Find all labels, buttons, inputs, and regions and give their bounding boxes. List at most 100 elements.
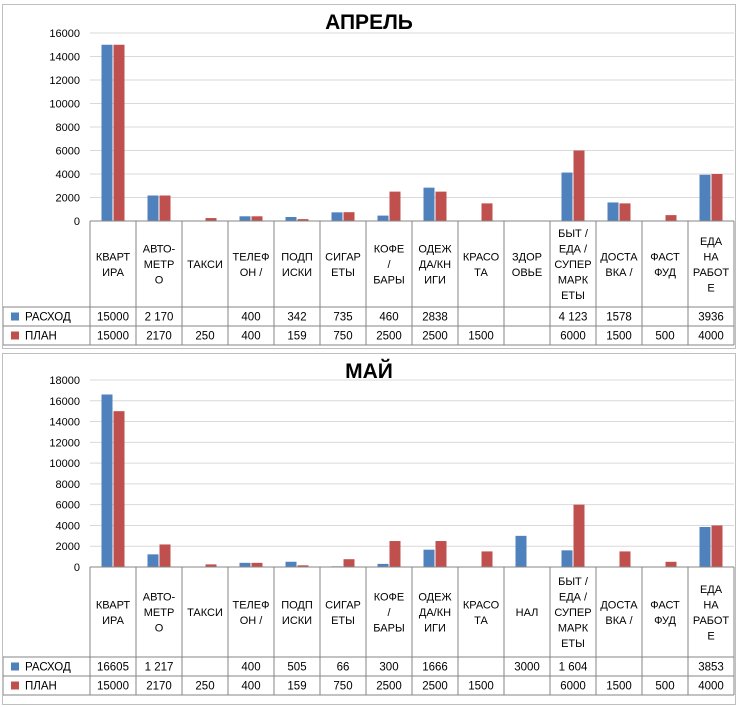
bar-expense [147,554,159,567]
legend-label-expense: РАСХОД [25,662,71,674]
table-value-plan: 2500 [376,681,402,693]
category-label: ДОСТА ВКА / [600,251,638,279]
chart-april-svg: АПРЕЛЬ 0 2000 4000 6000 8000 10000 12000 14000 16… [3,11,735,346]
category-label: ТАКСИ [187,607,223,619]
bar-expense [423,187,435,221]
chart-title: МАЙ [345,359,393,383]
bar-expense [607,202,619,221]
y-tick-label: 0 [74,216,80,228]
y-tick-label: 14000 [49,417,80,429]
y-tick-label: 4000 [56,520,80,532]
table-value-expense: 2838 [422,312,448,324]
table-value-expense: 735 [333,312,352,324]
table-value-plan: 2500 [376,331,402,343]
bar-expense [285,216,297,221]
table-value-plan: 500 [655,681,674,693]
table-value-expense: 342 [287,312,306,324]
category-label: ЗДОР ОВЬЕ [512,251,542,279]
category-label: ТАКСИ [187,259,223,271]
category-label: ФАСТ ФУД [650,251,680,279]
category-label: КВАРТ ИРА [96,599,131,627]
bar-plan [481,551,493,567]
y-tick-label: 8000 [56,122,80,134]
table-value-expense: 66 [337,662,350,674]
legend-label-plan: ПЛАН [25,681,57,693]
bar-plan [113,44,125,221]
chart-may-svg: МАЙ 0 2000 4000 6000 8000 10000 12000 14000 16000… [3,359,735,696]
table-value-plan: 159 [287,331,306,343]
category-label: ТЕЛЕФ ОН / [233,251,270,279]
bar-plan [389,191,401,221]
table-value-expense: 3000 [514,662,540,674]
bar-expense [147,195,159,221]
category-label: ПОДП ИСКИ [281,599,313,627]
bar-expense [285,561,297,567]
category-label: КВАРТ ИРА [96,251,131,279]
table-value-plan: 4000 [698,681,724,693]
table-value-expense: 2 170 [145,312,174,324]
category-label: ЕДА НА РАБОТ Е [693,584,730,643]
table-value-expense: 1578 [606,312,632,324]
category-label: КРАСО ТА [463,599,500,627]
y-tick-label: 2000 [56,541,80,553]
bar-plan [297,565,309,567]
table-value-expense: 16605 [97,662,129,674]
bar-plan [113,411,125,567]
bar-plan [435,541,447,567]
table-value-expense: 400 [241,312,260,324]
bar-expense [515,535,527,567]
bar-plan [573,150,585,221]
table-value-expense: 505 [287,662,306,674]
bar-expense [239,562,251,567]
bar-plan [343,559,355,567]
category-label: ДОСТА ВКА / [600,599,638,627]
bar-plan [251,562,263,567]
legend-swatch-expense [11,312,19,321]
table-value-plan: 4000 [698,331,724,343]
category-label: ТЕЛЕФ ОН / [233,599,270,627]
y-tick-label: 14000 [49,52,80,64]
category-label: ФАСТ ФУД [650,599,680,627]
bar-plan [159,544,171,567]
y-tick-label: 4000 [56,169,80,181]
category-label: ОДЕЖ ДА/КН ИГИ [418,244,451,287]
bar-expense [561,172,573,221]
table-value-expense: 460 [379,312,398,324]
legend-swatch-plan [11,681,19,690]
table-value-plan: 1500 [468,681,494,693]
table-value-plan: 1500 [606,681,632,693]
bar-plan [251,216,263,221]
category-label: НАЛ [516,607,539,619]
category-label: СИГАР ЕТЫ [325,599,361,627]
y-tick-label: 12000 [49,75,80,87]
y-tick-label: 2000 [56,193,80,205]
bar-plan [711,525,723,567]
y-tick-label: 18000 [49,375,80,387]
y-tick-label: 0 [74,562,80,574]
table-value-expense: 3853 [698,662,724,674]
bar-plan [573,504,585,567]
bar-expense [101,44,113,221]
y-tick-label: 12000 [49,437,80,449]
table-value-plan: 2170 [146,681,172,693]
bar-expense [561,550,573,567]
category-label: ОДЕЖ ДА/КН ИГИ [418,592,451,635]
table-value-plan: 6000 [560,331,586,343]
table-value-plan: 2500 [422,681,448,693]
legend-label-expense: РАСХОД [25,312,71,324]
bar-plan [205,218,217,221]
category-label: КОФЕ / БАРЫ [373,244,404,287]
bar-expense [377,215,389,221]
category-label: ПОДП ИСКИ [281,251,313,279]
y-tick-label: 6000 [56,500,80,512]
chart-title: АПРЕЛЬ [325,11,413,34]
bar-plan [205,564,217,567]
legend-swatch-plan [11,331,19,340]
table-value-expense: 15000 [97,312,129,324]
category-label: КРАСО ТА [463,251,500,279]
table-value-plan: 15000 [97,331,129,343]
bar-plan [435,191,447,221]
y-tick-label: 16000 [49,28,80,40]
bar-plan [343,212,355,221]
table-value-expense: 300 [379,662,398,674]
